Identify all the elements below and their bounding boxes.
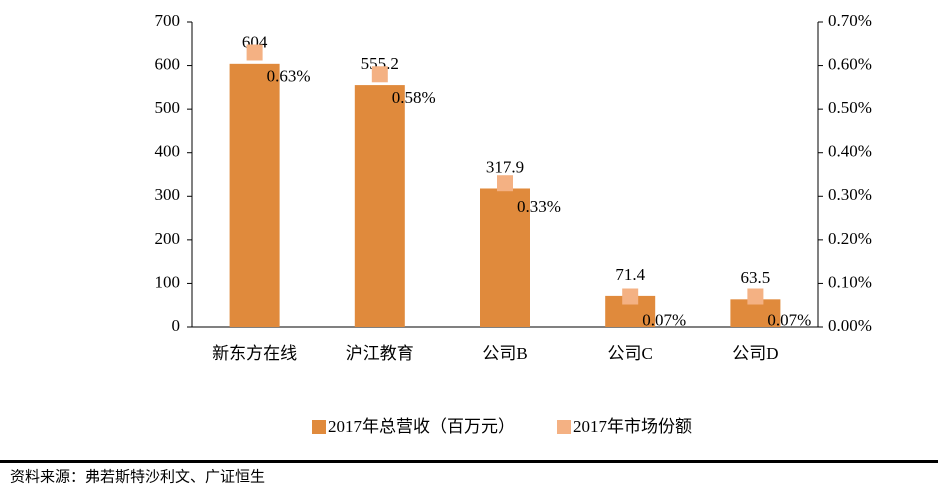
share-marker	[497, 175, 513, 192]
share-marker	[246, 44, 263, 61]
legend-label: 2017年总营收（百万元）	[328, 417, 515, 436]
legend-swatch	[557, 420, 571, 434]
bar	[229, 63, 280, 327]
bar-value-label: 317.9	[486, 157, 524, 176]
y-tick-label: 400	[155, 142, 181, 161]
y2-tick-label: 0.70%	[828, 11, 872, 30]
share-value-label: 0.07%	[767, 310, 811, 329]
x-tick-label: 公司C	[608, 344, 653, 363]
share-marker	[371, 66, 388, 83]
y2-tick-label: 0.40%	[828, 142, 872, 161]
y-tick-label: 300	[155, 185, 181, 204]
x-tick-label: 沪江教育	[346, 344, 414, 363]
y2-tick-label: 0.50%	[828, 98, 872, 117]
legend-swatch	[312, 420, 326, 434]
share-marker	[622, 288, 639, 305]
y-tick-label: 200	[155, 229, 181, 248]
y2-tick-label: 0.60%	[828, 54, 872, 73]
bar-value-label: 555.2	[361, 54, 399, 73]
divider	[0, 460, 938, 463]
share-value-label: 0.33%	[517, 197, 561, 216]
y2-tick-label: 0.20%	[828, 229, 872, 248]
y2-tick-label: 0.00%	[828, 316, 872, 335]
x-tick-label: 公司B	[482, 344, 527, 363]
x-tick-label: 新东方在线	[212, 344, 297, 363]
bar	[354, 85, 405, 327]
share-value-label: 0.63%	[267, 66, 311, 85]
share-value-label: 0.07%	[642, 310, 686, 329]
legend-label: 2017年市场份额	[573, 417, 692, 436]
y-tick-label: 0	[172, 316, 181, 335]
share-marker	[747, 288, 764, 305]
share-value-label: 0.58%	[392, 88, 436, 107]
x-tick-label: 公司D	[732, 344, 778, 363]
y-tick-label: 500	[155, 98, 181, 117]
bar-value-label: 71.4	[615, 265, 645, 284]
bar-value-label: 63.5	[741, 268, 771, 287]
y-tick-label: 100	[155, 272, 181, 291]
bar	[480, 188, 530, 327]
source-note: 资料来源：弗若斯特沙利文、广证恒生	[10, 468, 265, 485]
y-tick-label: 700	[155, 11, 181, 30]
y-tick-label: 600	[155, 54, 181, 73]
y2-tick-label: 0.10%	[828, 272, 872, 291]
y2-tick-label: 0.30%	[828, 185, 872, 204]
